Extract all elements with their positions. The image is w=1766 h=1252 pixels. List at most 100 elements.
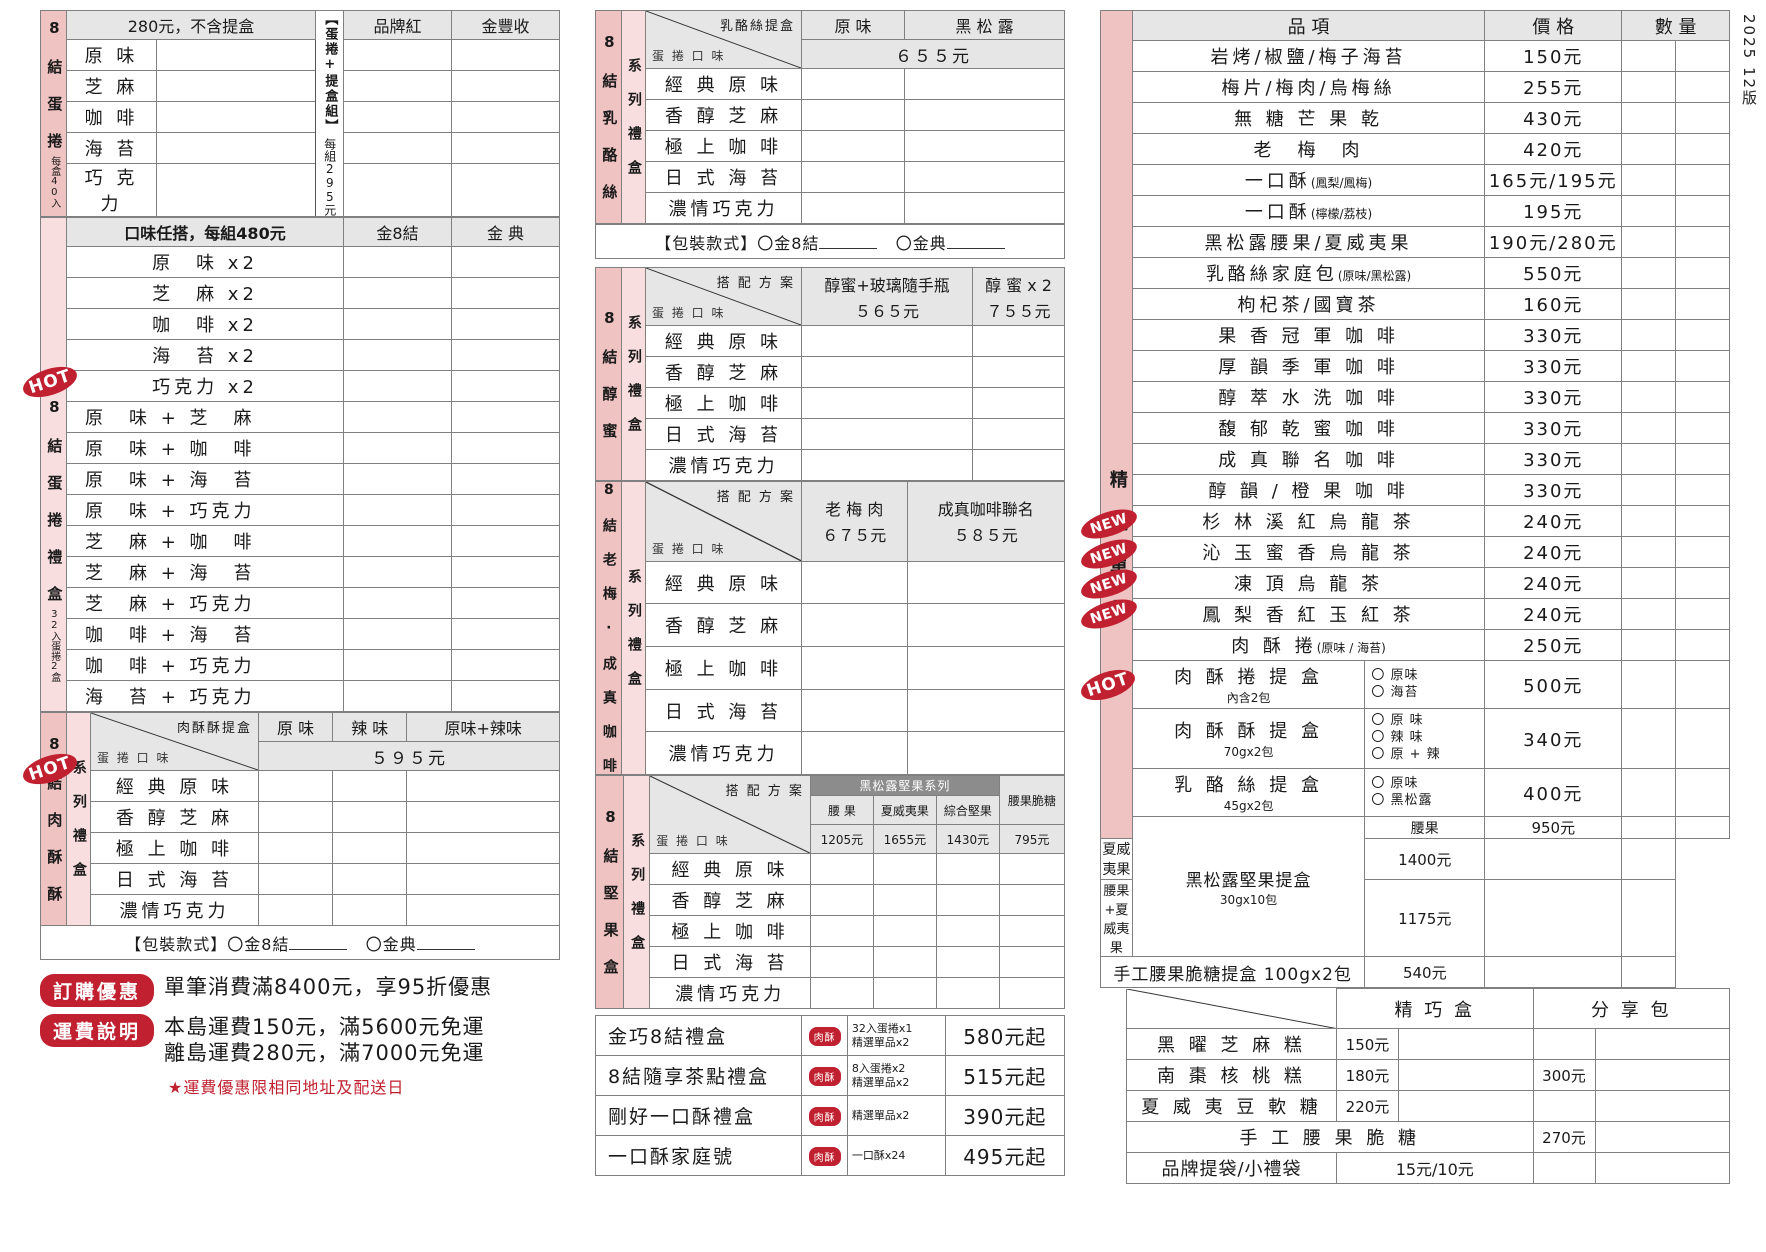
qty-cell[interactable]: [332, 770, 408, 802]
qty-cell[interactable]: [1675, 257, 1730, 289]
qty-cell[interactable]: [1621, 598, 1677, 630]
qty-cell[interactable]: [972, 356, 1065, 388]
qty-cell[interactable]: [801, 99, 905, 131]
qty-cell[interactable]: [156, 163, 316, 217]
qty-cell[interactable]: [451, 277, 560, 309]
qty-cell[interactable]: [406, 770, 560, 802]
qty-cell[interactable]: [801, 688, 908, 733]
qty-cell[interactable]: [872, 946, 937, 978]
qty-cell[interactable]: [1621, 102, 1677, 134]
qty-cell[interactable]: [451, 494, 560, 526]
qty-cell[interactable]: [451, 618, 560, 650]
qty-cell[interactable]: [1621, 40, 1677, 72]
qty-cell[interactable]: [906, 603, 1066, 648]
qty-cell[interactable]: [998, 946, 1066, 978]
qty-cell[interactable]: [1398, 1028, 1534, 1060]
qty-cell[interactable]: [1675, 629, 1730, 661]
qty-cell[interactable]: [343, 556, 452, 588]
qty-cell[interactable]: [451, 246, 560, 278]
qty-cell[interactable]: [801, 603, 908, 648]
qty-cell[interactable]: [343, 39, 452, 71]
qty-cell[interactable]: [998, 915, 1066, 947]
qty-cell[interactable]: [972, 387, 1065, 419]
qty-cell[interactable]: [906, 688, 1066, 733]
qty-cell[interactable]: [451, 680, 560, 712]
qty-cell[interactable]: [1621, 629, 1677, 661]
qty-cell[interactable]: [156, 101, 316, 133]
qty-cell[interactable]: [1621, 708, 1677, 769]
qty-cell[interactable]: [1675, 226, 1730, 258]
qty-cell[interactable]: [1621, 257, 1677, 289]
qty-cell[interactable]: [451, 525, 560, 557]
qty-cell[interactable]: [406, 801, 560, 833]
qty-cell[interactable]: [406, 894, 560, 926]
qty-cell[interactable]: [1675, 133, 1730, 165]
qty-cell[interactable]: [1621, 879, 1677, 957]
qty-cell[interactable]: [800, 449, 974, 481]
packaging-cell[interactable]: 【包裝款式】〇金8結 〇金典: [595, 224, 1065, 259]
qty-cell[interactable]: [809, 946, 874, 978]
qty-cell[interactable]: [998, 853, 1066, 885]
qty-cell[interactable]: [903, 99, 1066, 131]
qty-cell[interactable]: [1675, 195, 1730, 227]
qty-cell[interactable]: [343, 277, 452, 309]
qty-cell[interactable]: [935, 915, 1000, 947]
qty-cell[interactable]: [800, 356, 974, 388]
qty-cell[interactable]: [972, 449, 1065, 481]
qty-cell[interactable]: [451, 587, 560, 619]
qty-cell[interactable]: [451, 163, 560, 217]
qty-cell[interactable]: [800, 387, 974, 419]
qty-cell[interactable]: [332, 832, 408, 864]
qty-cell[interactable]: [1675, 288, 1730, 320]
qty-cell[interactable]: [801, 161, 905, 193]
qty-cell[interactable]: [1621, 838, 1677, 880]
qty-cell[interactable]: [809, 915, 874, 947]
qty-cell[interactable]: [903, 130, 1066, 162]
qty-cell[interactable]: [332, 801, 408, 833]
qty-cell[interactable]: [1621, 505, 1677, 537]
qty-cell[interactable]: [451, 70, 560, 102]
qty-cell[interactable]: [1621, 412, 1677, 444]
qty-cell[interactable]: [1621, 474, 1677, 506]
qty-cell[interactable]: [801, 130, 905, 162]
qty-cell[interactable]: [1621, 381, 1677, 413]
qty-cell[interactable]: [1675, 71, 1730, 103]
qty-cell[interactable]: [1594, 1028, 1730, 1060]
qty-cell[interactable]: [809, 977, 874, 1009]
qty-cell[interactable]: [451, 432, 560, 464]
qty-cell[interactable]: [406, 863, 560, 895]
qty-cell[interactable]: [1621, 567, 1677, 599]
qty-cell[interactable]: [343, 246, 452, 278]
qty-cell[interactable]: [451, 370, 560, 402]
qty-cell[interactable]: [1621, 71, 1677, 103]
qty-cell[interactable]: [801, 646, 908, 690]
qty-cell[interactable]: [343, 463, 452, 495]
qty-cell[interactable]: [972, 418, 1065, 450]
qty-cell[interactable]: [451, 132, 560, 164]
qty-cell[interactable]: [1621, 319, 1677, 351]
qty-cell[interactable]: [1594, 1059, 1730, 1091]
qty-cell[interactable]: [451, 401, 560, 433]
qty-cell[interactable]: [343, 494, 452, 526]
qty-cell[interactable]: [343, 308, 452, 340]
qty-cell[interactable]: [1675, 816, 1730, 839]
qty-cell[interactable]: [809, 853, 874, 885]
qty-cell[interactable]: [343, 339, 452, 371]
qty-cell[interactable]: [1675, 319, 1730, 351]
qty-cell[interactable]: [935, 977, 1000, 1009]
qty-cell[interactable]: [1621, 660, 1677, 709]
qty-cell[interactable]: [1398, 1090, 1534, 1122]
qty-cell[interactable]: [1621, 956, 1677, 988]
packaging-cell[interactable]: 【包裝款式】〇金8結 〇金典: [40, 925, 560, 960]
qty-cell[interactable]: [872, 853, 937, 885]
qty-cell[interactable]: [935, 853, 1000, 885]
qty-cell[interactable]: [1621, 350, 1677, 382]
qty-cell[interactable]: [1675, 708, 1730, 769]
qty-cell[interactable]: [801, 560, 908, 605]
qty-cell[interactable]: [872, 884, 937, 916]
qty-cell[interactable]: [872, 977, 937, 1009]
qty-cell[interactable]: [903, 68, 1066, 100]
qty-cell[interactable]: [1621, 164, 1677, 196]
qty-cell[interactable]: [451, 339, 560, 371]
qty-cell[interactable]: [1484, 838, 1623, 880]
